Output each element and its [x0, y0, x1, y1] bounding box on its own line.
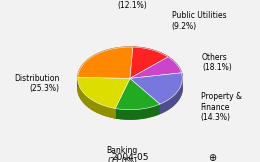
Text: Banking
(21.0%): Banking (21.0%): [107, 146, 138, 162]
Text: Others
(18.1%): Others (18.1%): [202, 53, 232, 72]
Ellipse shape: [78, 56, 182, 119]
Text: Public Utilities
(9.2%): Public Utilities (9.2%): [172, 11, 226, 31]
Polygon shape: [78, 47, 133, 87]
Polygon shape: [130, 73, 182, 104]
Polygon shape: [160, 73, 182, 113]
Polygon shape: [168, 57, 181, 82]
Polygon shape: [130, 47, 168, 78]
Polygon shape: [78, 47, 133, 78]
Polygon shape: [130, 57, 181, 78]
Polygon shape: [115, 78, 160, 110]
Polygon shape: [78, 77, 130, 108]
Polygon shape: [115, 104, 160, 119]
Polygon shape: [78, 77, 115, 118]
Text: Property &
Finance
(14.3%): Property & Finance (14.3%): [200, 92, 242, 122]
Text: Distribution
(25.3%): Distribution (25.3%): [14, 74, 60, 93]
Polygon shape: [133, 47, 168, 66]
Text: ⊕: ⊕: [208, 153, 216, 162]
Text: Manufacturing
(12.1%): Manufacturing (12.1%): [105, 0, 161, 11]
Text: 2004-05: 2004-05: [111, 153, 149, 162]
